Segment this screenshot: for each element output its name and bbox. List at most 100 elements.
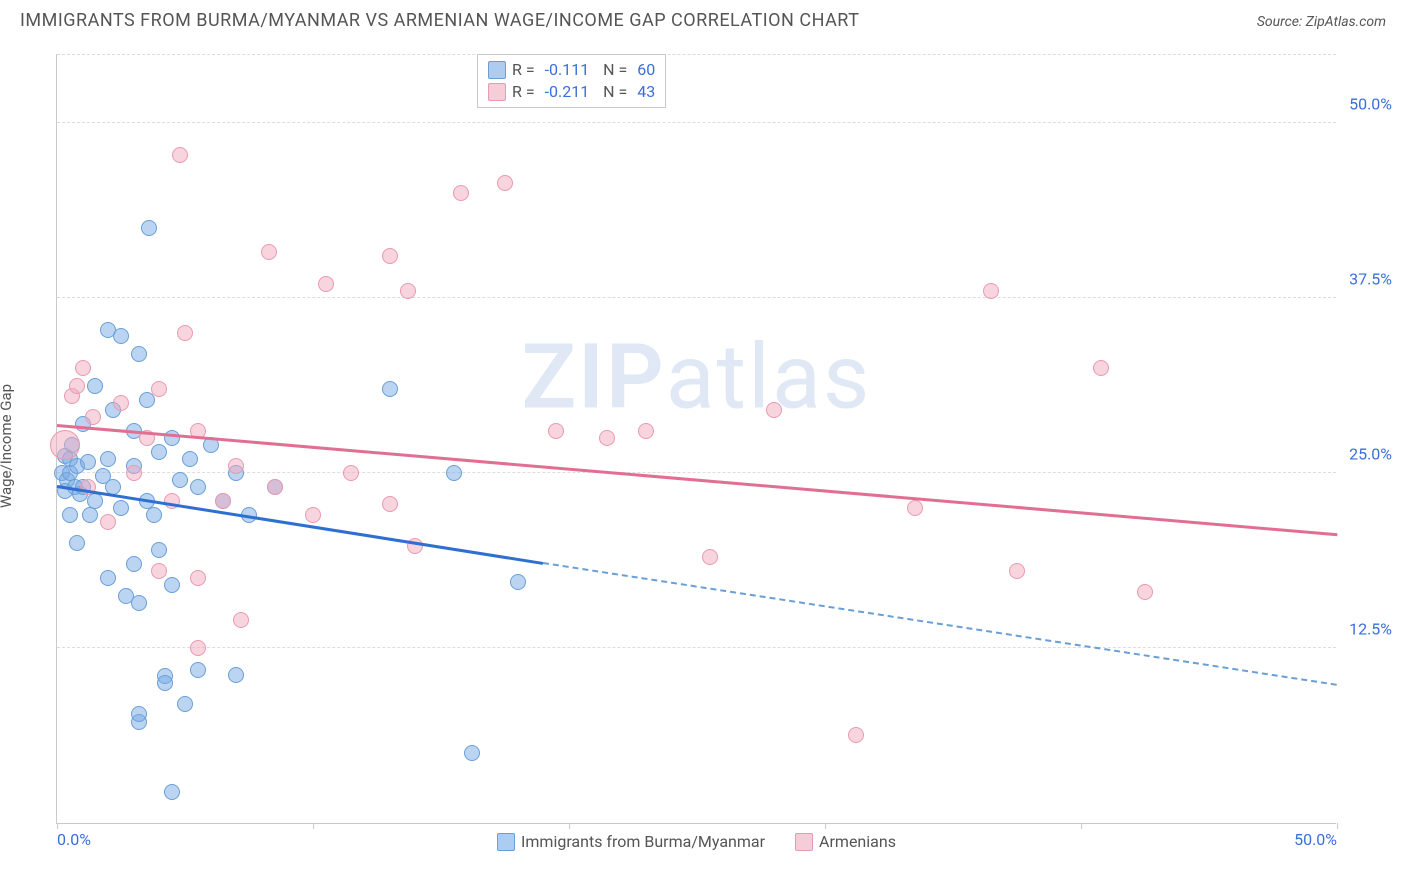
data-point [983, 283, 999, 299]
data-point [177, 325, 193, 341]
y-tick-label: 37.5% [1342, 270, 1392, 289]
chart-title: IMMIGRANTS FROM BURMA/MYANMAR VS ARMENIA… [20, 10, 859, 31]
data-point [228, 667, 244, 683]
x-tick [313, 823, 314, 829]
data-point [151, 563, 167, 579]
data-point [100, 451, 116, 467]
data-point [131, 706, 147, 722]
x-tick [57, 823, 58, 829]
data-point [87, 378, 103, 394]
data-point [113, 328, 129, 344]
data-point [113, 500, 129, 516]
data-point [464, 745, 480, 761]
data-point [172, 472, 188, 488]
legend-item: Immigrants from Burma/Myanmar [497, 832, 765, 851]
x-tick [569, 823, 570, 829]
legend-swatch [497, 833, 515, 851]
data-point [382, 248, 398, 264]
source-label: Source: ZipAtlas.com [1257, 14, 1386, 30]
data-point [305, 507, 321, 523]
data-point [267, 479, 283, 495]
data-point [190, 479, 206, 495]
data-point [50, 430, 80, 460]
gridline [57, 472, 1336, 473]
gridline [57, 647, 1336, 648]
data-point [157, 675, 173, 691]
gridline [57, 54, 1336, 55]
data-point [453, 185, 469, 201]
data-point [80, 454, 96, 470]
r-value: -0.111 [541, 59, 590, 81]
data-point [85, 409, 101, 425]
data-point [177, 696, 193, 712]
data-point [343, 465, 359, 481]
r-label: R = [512, 59, 535, 81]
data-point [446, 465, 462, 481]
gridline [57, 122, 1336, 123]
data-point [126, 465, 142, 481]
y-tick-label: 50.0% [1342, 95, 1392, 114]
data-point [131, 595, 147, 611]
plot-area: ZIPatlas R = -0.111 N = 60R = -0.211 N =… [56, 54, 1336, 824]
legend-stat-row: R = -0.211 N = 43 [488, 81, 655, 103]
data-point [164, 784, 180, 800]
data-point [190, 640, 206, 656]
y-tick-label: 25.0% [1342, 445, 1392, 464]
gridline [57, 297, 1336, 298]
data-point [151, 444, 167, 460]
r-value: -0.211 [541, 81, 590, 103]
x-tick [1081, 823, 1082, 829]
data-point [182, 451, 198, 467]
legend-swatch [795, 833, 813, 851]
data-point [907, 500, 923, 516]
data-point [261, 244, 277, 260]
data-point [69, 378, 85, 394]
data-point [1009, 563, 1025, 579]
chart-area: ZIPatlas R = -0.111 N = 60R = -0.211 N =… [50, 44, 1390, 864]
data-point [766, 402, 782, 418]
data-point [233, 612, 249, 628]
trendline-blue-solid [57, 485, 544, 564]
data-point [638, 423, 654, 439]
data-point [172, 147, 188, 163]
legend-stat-row: R = -0.111 N = 60 [488, 59, 655, 81]
data-point [126, 556, 142, 572]
data-point [100, 514, 116, 530]
data-point [141, 220, 157, 236]
legend-series: Immigrants from Burma/Myanmar Armenians [57, 832, 1336, 851]
data-point [215, 493, 231, 509]
data-point [113, 395, 129, 411]
x-tick-label: 50.0% [1294, 830, 1337, 849]
data-point [228, 458, 244, 474]
legend-swatch [488, 83, 506, 101]
data-point [164, 577, 180, 593]
data-point [848, 727, 864, 743]
trendline-blue-dashed [543, 562, 1337, 686]
n-value: 43 [633, 81, 655, 103]
n-label: N = [595, 59, 627, 81]
data-point [190, 570, 206, 586]
x-tick [825, 823, 826, 829]
n-label: N = [595, 81, 627, 103]
data-point [62, 507, 78, 523]
data-point [151, 381, 167, 397]
data-point [510, 574, 526, 590]
data-point [75, 360, 91, 376]
data-point [382, 381, 398, 397]
legend-label: Armenians [819, 832, 896, 851]
x-tick [1337, 823, 1338, 829]
data-point [69, 535, 85, 551]
n-value: 60 [633, 59, 655, 81]
x-tick-label: 0.0% [57, 830, 91, 849]
data-point [599, 430, 615, 446]
legend-swatch [488, 61, 506, 79]
data-point [146, 507, 162, 523]
r-label: R = [512, 81, 535, 103]
data-point [190, 662, 206, 678]
data-point [382, 496, 398, 512]
y-tick-label: 12.5% [1342, 620, 1392, 639]
y-axis-label: Wage/Income Gap [0, 384, 15, 508]
data-point [82, 507, 98, 523]
data-point [400, 283, 416, 299]
legend-label: Immigrants from Burma/Myanmar [521, 832, 765, 851]
